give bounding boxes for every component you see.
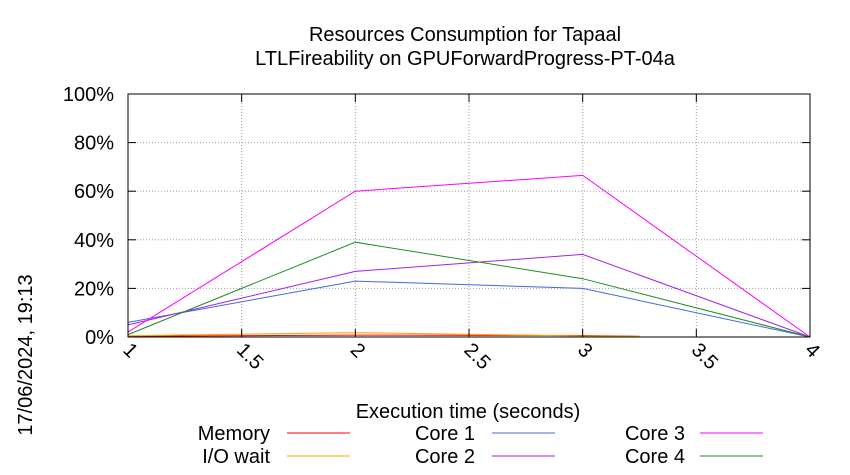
- x-axis-ticks: 1 1.5 2 2.5 3 3.5 4: [118, 94, 824, 374]
- series-line-core-1: [127, 280, 811, 338]
- y-tick-label: 80%: [74, 133, 114, 155]
- series-line-core-2: [127, 253, 811, 338]
- legend-label-core-3: Core 3: [625, 423, 685, 445]
- legend-label-memory: Memory: [198, 423, 270, 445]
- legend-label-i-o-wait: I/O wait: [202, 446, 270, 468]
- y-tick-label: 100%: [63, 84, 114, 106]
- series-line-core-4: [127, 241, 811, 338]
- x-tick-label: 2.5: [459, 339, 494, 374]
- y-axis-ticks: 0% 20% 40% 60% 80% 100%: [63, 84, 810, 349]
- x-tick-label: 1.5: [232, 339, 267, 374]
- x-axis-label: Execution time (seconds): [356, 401, 581, 423]
- y-tick-label: 20%: [74, 278, 114, 300]
- x-tick-label: 4: [800, 339, 823, 362]
- x-tick-label: 2: [346, 339, 369, 362]
- legend-label-core-2: Core 2: [415, 446, 475, 468]
- legend-label-core-4: Core 4: [625, 446, 685, 468]
- timestamp: 17/06/2024, 19:13: [15, 274, 37, 435]
- y-tick-label: 40%: [74, 230, 114, 252]
- chart-title: Resources Consumption for Tapaal: [309, 24, 621, 46]
- y-tick-label: 60%: [74, 181, 114, 203]
- series-line-core-3: [127, 174, 811, 338]
- y-tick-label: 0%: [85, 327, 114, 349]
- chart-subtitle: LTLFireability on GPUForwardProgress-PT-…: [255, 48, 676, 70]
- x-tick-label: 3: [573, 339, 596, 362]
- x-tick-label: 3.5: [687, 339, 722, 374]
- x-tick-label: 1: [118, 339, 141, 362]
- legend-label-core-1: Core 1: [415, 423, 475, 445]
